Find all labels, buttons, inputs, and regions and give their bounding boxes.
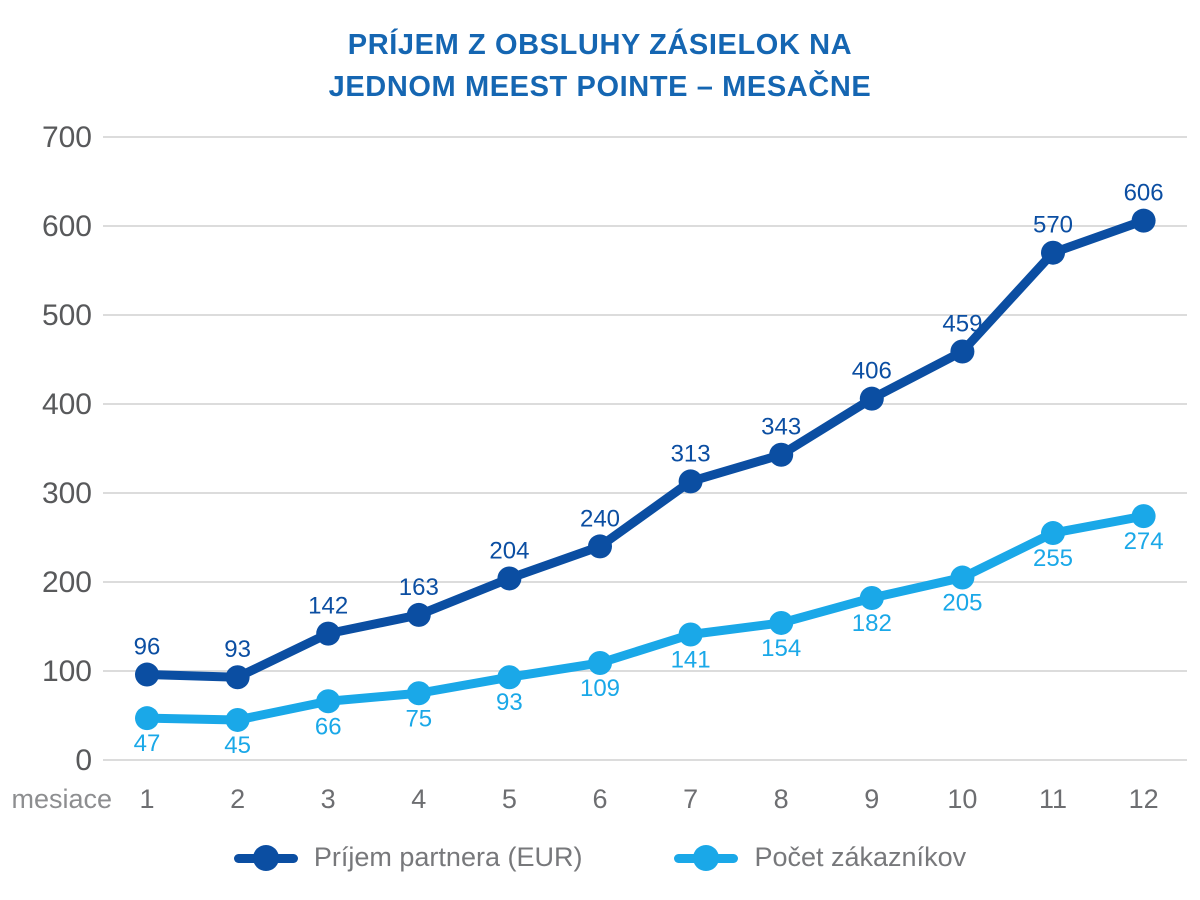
data-point-s1-m10	[950, 565, 975, 590]
y-axis-tick-100: 100	[42, 655, 92, 688]
data-point-s1-m2	[225, 707, 250, 732]
y-axis-tick-200: 200	[42, 566, 92, 599]
data-point-s1-m9	[859, 586, 884, 611]
data-point-s0-m5	[497, 566, 522, 591]
data-point-s0-m12	[1131, 208, 1156, 233]
data-label-s0-m1: 96	[134, 634, 161, 661]
chart-title-line-2: JEDNOM MEEST POINTE – MESAČNE	[328, 71, 872, 103]
x-axis-tick-11: 11	[1039, 784, 1067, 814]
x-axis-tick-4: 4	[411, 784, 426, 814]
data-point-s1-m11	[1041, 521, 1065, 546]
chart-title: PRÍJEM Z OBSLUHY ZÁSIELOK NA JEDNOM MEES…	[0, 24, 1200, 108]
data-label-s1-m6: 109	[580, 675, 620, 702]
data-point-s1-m8	[769, 610, 794, 635]
data-point-s0-m11	[1041, 240, 1065, 265]
data-label-s1-m11: 255	[1033, 545, 1073, 572]
series-line-1	[142, 511, 1149, 725]
data-label-s1-m8: 154	[761, 635, 801, 662]
data-point-s1-m3	[316, 689, 341, 714]
legend-dot-icon	[693, 844, 720, 871]
x-axis-tick-1: 1	[139, 784, 154, 814]
x-axis-tick-2: 2	[230, 784, 245, 814]
series-line-0	[142, 216, 1149, 682]
data-point-s0-m7	[678, 469, 703, 494]
data-point-s0-m10	[950, 339, 975, 364]
data-label-s1-m12: 274	[1124, 528, 1164, 555]
x-axis-tick-3: 3	[321, 784, 336, 814]
x-axis-label: mesiace	[11, 784, 112, 814]
data-label-s0-m3: 142	[308, 593, 348, 620]
data-point-s0-m3	[316, 621, 341, 646]
data-point-s0-m2	[225, 665, 250, 690]
data-label-s1-m2: 45	[224, 732, 251, 759]
legend-dot-icon	[252, 844, 279, 871]
data-point-s0-m4	[406, 602, 431, 627]
data-label-s1-m7: 141	[671, 647, 711, 674]
x-axis-tick-8: 8	[774, 784, 789, 814]
legend-label-customers: Počet zákazníkov	[754, 842, 967, 872]
y-axis-tick-500: 500	[42, 299, 92, 332]
y-axis-tick-600: 600	[42, 210, 92, 243]
data-label-s1-m5: 93	[496, 689, 523, 716]
data-label-s0-m6: 240	[580, 505, 620, 532]
data-point-s1-m1	[135, 706, 159, 731]
data-point-s1-m12	[1131, 504, 1156, 529]
data-label-s1-m9: 182	[852, 610, 892, 637]
legend-item-income: Príjem partnera (EUR)	[233, 842, 583, 873]
data-point-s1-m4	[406, 681, 431, 706]
data-label-s0-m7: 313	[671, 440, 711, 467]
data-point-s0-m8	[769, 442, 794, 467]
x-axis-tick-12: 12	[1129, 784, 1159, 814]
data-point-s0-m6	[588, 534, 612, 559]
chart-title-line-1: PRÍJEM Z OBSLUHY ZÁSIELOK NA	[347, 29, 853, 61]
data-label-s0-m4: 163	[399, 574, 439, 601]
y-axis-tick-700: 700	[42, 121, 92, 154]
data-label-s0-m8: 343	[761, 414, 801, 441]
legend-item-customers: Počet zákazníkov	[674, 842, 966, 873]
data-label-s1-m3: 66	[315, 713, 342, 740]
legend-marker-customers	[674, 844, 739, 872]
data-label-s1-m10: 205	[942, 590, 982, 617]
data-point-s1-m6	[588, 650, 612, 675]
x-axis-tick-7: 7	[683, 784, 698, 814]
data-label-s1-m1: 47	[134, 730, 161, 757]
data-point-s0-m9	[859, 386, 884, 411]
data-label-s0-m11: 570	[1033, 212, 1073, 239]
data-point-s0-m1	[135, 662, 159, 687]
x-axis-tick-6: 6	[592, 784, 607, 814]
y-axis-tick-400: 400	[42, 388, 92, 421]
y-axis-tick-0: 0	[75, 744, 92, 777]
data-label-s0-m5: 204	[489, 537, 529, 564]
data-point-s1-m5	[497, 665, 522, 690]
data-label-s1-m4: 75	[405, 705, 432, 732]
data-point-s1-m7	[678, 622, 703, 647]
x-axis-tick-5: 5	[502, 784, 517, 814]
data-label-s0-m10: 459	[942, 310, 982, 337]
y-axis-tick-300: 300	[42, 477, 92, 510]
legend-marker-income	[233, 844, 298, 872]
data-label-s0-m2: 93	[224, 636, 251, 663]
legend-label-income: Príjem partnera (EUR)	[313, 842, 583, 872]
x-axis-tick-10: 10	[947, 784, 977, 814]
data-label-s0-m12: 606	[1124, 180, 1164, 207]
data-label-s0-m9: 406	[852, 358, 892, 385]
x-axis-tick-9: 9	[864, 784, 879, 814]
legend: Príjem partnera (EUR) Počet zákazníkov	[0, 842, 1200, 873]
